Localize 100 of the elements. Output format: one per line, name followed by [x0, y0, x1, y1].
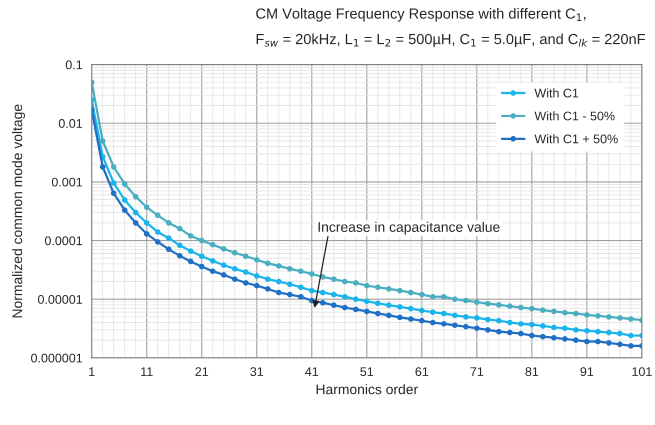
y-tick-label: 0.00001 — [38, 295, 82, 304]
point — [452, 312, 458, 318]
point — [408, 316, 414, 322]
legend-label: With C1 + 50% — [534, 134, 618, 144]
point — [342, 294, 348, 300]
chart-title: CM Voltage Frequency Response with different C$_{1}$, — [256, 8, 586, 22]
point — [430, 294, 436, 300]
point — [298, 284, 304, 290]
y-tick-label: 0.001 — [52, 178, 82, 187]
point — [364, 308, 370, 314]
point — [595, 328, 601, 334]
point — [122, 197, 128, 203]
point — [628, 316, 634, 322]
point — [286, 266, 293, 272]
point — [100, 138, 106, 144]
point — [242, 280, 249, 286]
point — [573, 310, 579, 316]
point — [110, 164, 116, 170]
point — [210, 268, 216, 274]
point — [176, 226, 183, 232]
point — [518, 321, 524, 327]
point — [210, 258, 216, 264]
point — [286, 292, 293, 298]
point — [166, 246, 172, 252]
point — [309, 288, 315, 294]
point — [320, 300, 326, 306]
point — [375, 284, 381, 290]
point — [507, 320, 513, 326]
point — [331, 302, 337, 308]
point — [518, 304, 524, 310]
point — [198, 264, 205, 270]
point — [419, 318, 425, 324]
point — [132, 194, 138, 200]
point — [353, 296, 359, 302]
point — [276, 263, 282, 269]
point — [529, 332, 535, 338]
point — [386, 286, 392, 292]
point — [122, 207, 128, 213]
point — [430, 320, 436, 326]
point — [584, 312, 590, 318]
point — [430, 309, 436, 315]
point — [232, 266, 238, 272]
point — [551, 334, 557, 341]
point — [342, 278, 348, 284]
point — [364, 298, 370, 304]
point — [485, 316, 491, 322]
point — [529, 306, 535, 312]
point — [397, 304, 403, 310]
point — [441, 294, 447, 300]
point — [166, 220, 172, 226]
point — [320, 290, 326, 296]
point — [264, 260, 271, 266]
point — [166, 235, 172, 241]
point — [617, 315, 623, 321]
point — [276, 290, 282, 296]
point — [452, 296, 458, 302]
point — [518, 330, 524, 336]
point — [353, 306, 359, 312]
point — [342, 304, 348, 310]
point — [176, 253, 183, 259]
point — [144, 231, 150, 237]
point — [144, 220, 150, 226]
point — [551, 308, 557, 314]
point — [264, 276, 271, 282]
point — [132, 210, 138, 216]
point — [331, 276, 337, 282]
y-tick-label: 0.1 — [66, 60, 82, 70]
point — [474, 325, 480, 331]
point — [154, 239, 160, 245]
y-axis-title: Normalized common mode voltage — [12, 104, 25, 318]
point — [188, 258, 194, 264]
point — [551, 324, 557, 330]
point — [254, 282, 260, 288]
point — [496, 328, 502, 334]
point — [122, 181, 128, 187]
x-tick-label: 1 — [89, 367, 95, 376]
point — [463, 324, 469, 330]
point — [100, 164, 106, 170]
point — [254, 273, 260, 279]
point — [573, 327, 579, 333]
point — [507, 303, 513, 309]
point — [386, 302, 392, 308]
point — [507, 330, 513, 336]
point — [220, 246, 227, 252]
x-tick-label: 31 — [250, 367, 264, 376]
point — [617, 330, 623, 336]
point — [496, 302, 502, 308]
point — [254, 257, 260, 263]
x-tick-label: 91 — [580, 367, 594, 376]
point — [562, 336, 568, 342]
x-tick-label: 21 — [195, 367, 208, 376]
annotation: Increase in capacitance value — [318, 222, 500, 235]
legend-label: With C1 — [534, 88, 578, 98]
point — [397, 288, 403, 294]
point — [298, 294, 304, 300]
point — [176, 242, 183, 248]
point — [452, 322, 458, 328]
text: F$_{sw}$ = 20kHz, L$_{1}$ = L$_{2}$ = 500µH, C$_{1}$ = 5.0µF, and C$_{lk}$ = 220nF — [256, 34, 645, 48]
x-tick-label: 11 — [141, 367, 153, 376]
point — [386, 312, 392, 318]
